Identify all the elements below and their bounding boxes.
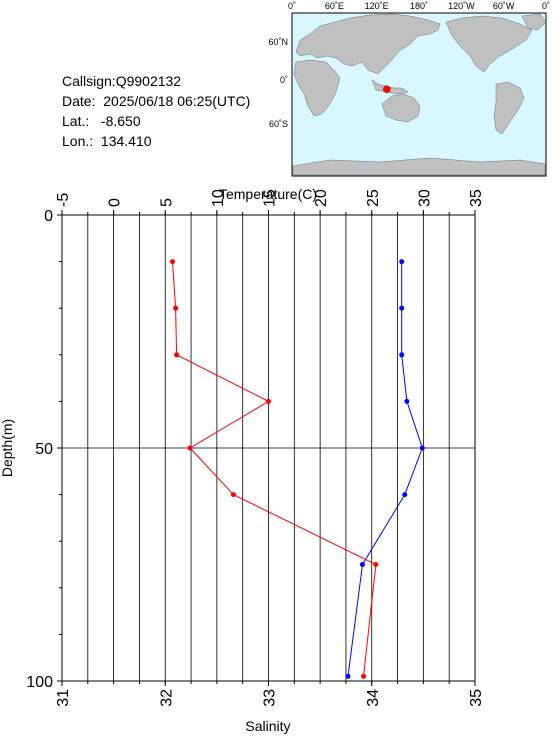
salinity-tick-label: 34 (365, 689, 382, 707)
salinity-point (266, 398, 271, 404)
salinity-tick-label: 31 (55, 689, 72, 707)
lat-value: -8.650 (100, 113, 141, 129)
callsign-text: Callsign:Q9902132 (62, 73, 182, 89)
float-info: Callsign:Q9902132 Date: 2025/06/18 06:25… (62, 71, 250, 151)
lat-label: Lat.: (62, 113, 90, 129)
depth-tick-label: 100 (26, 674, 53, 691)
salinity-point (373, 562, 379, 567)
map-lat-label: 0˚ (280, 75, 288, 85)
africa-shape (293, 59, 341, 117)
map-land (292, 13, 547, 176)
salinity-tick-label: 35 (468, 689, 485, 707)
temperature-tick-label: 25 (365, 189, 382, 207)
temperature-point (402, 492, 408, 498)
salinity-tick-label: 32 (158, 689, 175, 707)
eurasia-shape (295, 13, 441, 75)
temperature-point (359, 562, 365, 567)
temperature-point (399, 259, 405, 265)
depth-tick-label: 0 (44, 208, 53, 225)
depth-axis-title: Depth(m) (0, 419, 15, 477)
map-lon-label: 0˚ (288, 1, 296, 11)
indonesia-shape (371, 79, 409, 95)
greenland-shape (521, 13, 547, 31)
temperature-tick-label: 10 (210, 189, 227, 207)
salinity-point (173, 305, 179, 311)
profile-series (169, 259, 425, 679)
map-lon-label: 180˚ (410, 1, 428, 11)
location-map: 0˚ 60˚E 120˚E 180˚ 120˚W 60˚W 0˚ 60˚N 0˚ 60˚S (268, 1, 550, 177)
plot-frame (61, 214, 476, 682)
map-lon-label: 120˚W (448, 1, 475, 11)
salinity-axis: 31 32 33 34 35 (55, 681, 485, 707)
map-lat-label: 60˚S (269, 119, 288, 129)
map-lon-label: 60˚E (325, 1, 344, 11)
temperature-tick-label: 30 (416, 189, 433, 207)
float-location-marker (383, 85, 391, 93)
salinity-point (230, 492, 236, 498)
temperature-profile-line (347, 261, 423, 677)
north-america-shape (445, 15, 533, 73)
lat-row: Lat.: -8.650 (62, 111, 250, 131)
temperature-point (419, 445, 425, 451)
depth-axis: 0 50 100 (26, 208, 62, 691)
antarctica-shape (292, 157, 546, 176)
map-lat-label: 60˚N (268, 37, 288, 47)
date-value: 2025/06/18 06:25(UTC) (103, 93, 251, 109)
float-marker-dot (383, 85, 391, 93)
temperature-axis: -5 0 5 10 15 20 25 30 35 (55, 189, 485, 215)
south-america-shape (493, 81, 525, 135)
temperature-tick-label: 5 (158, 198, 175, 207)
lon-label: Lon.: (62, 133, 94, 149)
lon-row: Lon.: 134.410 (62, 131, 250, 151)
chart-grid (61, 215, 476, 681)
depth-tick-label: 50 (35, 441, 53, 458)
temperature-tick-label: 15 (262, 189, 279, 207)
salinity-axis-title: Salinity (245, 718, 290, 734)
temperature-point (399, 352, 405, 358)
salinity-point (169, 259, 175, 265)
map-lon-label: 0˚ (542, 1, 550, 11)
temperature-point (404, 398, 410, 404)
australia-shape (381, 93, 421, 123)
date-label: Date: (62, 93, 96, 109)
date-row: Date: 2025/06/18 06:25(UTC) (62, 91, 250, 111)
salinity-tick-label: 33 (262, 689, 279, 707)
temperature-tick-label: 0 (107, 198, 124, 207)
temperature-point (399, 305, 405, 311)
salinity-point (360, 673, 366, 679)
lon-value: 134.410 (100, 133, 152, 149)
map-lon-label: 120˚E (365, 1, 389, 11)
temperature-tick-label: 20 (313, 189, 330, 207)
salinity-point (187, 445, 193, 451)
temperature-tick-label: -5 (55, 193, 72, 207)
temperature-point (345, 673, 351, 679)
temperature-tick-label: 35 (468, 189, 485, 207)
salinity-profile-line (172, 261, 377, 677)
map-lon-label: 60˚W (493, 1, 515, 11)
salinity-point (174, 352, 180, 358)
